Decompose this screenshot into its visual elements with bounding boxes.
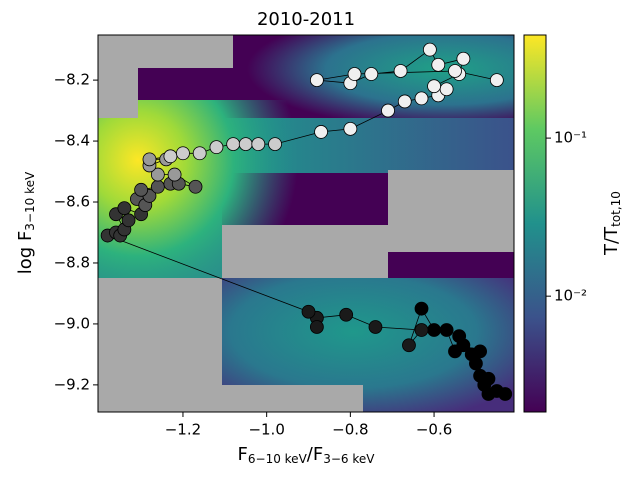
data-point (364, 67, 379, 81)
data-point (414, 91, 429, 106)
y-tick-label: −8.8 (54, 253, 90, 271)
data-point (452, 329, 467, 344)
x-tick-label: −0.8 (332, 421, 368, 439)
data-point (422, 42, 437, 57)
data-point (414, 301, 429, 316)
y-tick-label: −8.6 (54, 193, 90, 211)
data-point (473, 344, 488, 359)
data-point (268, 137, 282, 152)
data-point (431, 57, 446, 72)
x-label-part: /F (307, 444, 323, 465)
data-point (314, 125, 328, 139)
data-point (167, 167, 182, 182)
data-point (414, 323, 429, 337)
y-tick-label: −8.2 (54, 71, 90, 89)
x-label-part: F (238, 444, 248, 465)
y-label-part: 3−10 keV (23, 171, 37, 231)
data-point (309, 320, 324, 334)
colorbar-label-part: T/T (601, 226, 622, 256)
data-point (150, 179, 165, 194)
data-point (481, 371, 496, 386)
data-point (489, 384, 504, 398)
data-point (192, 146, 207, 161)
data-point (121, 213, 136, 228)
data-point (176, 146, 190, 161)
data-point (251, 137, 266, 152)
data-point (238, 137, 253, 152)
data-point (301, 304, 316, 319)
y-axis-label: log F3−10 keV (15, 171, 37, 274)
colorbar-tick-label: 10⁻¹ (554, 129, 587, 147)
data-point (163, 149, 178, 164)
data-point (427, 323, 441, 337)
data-point (393, 64, 408, 78)
data-point (397, 94, 412, 109)
x-tick-label: −0.6 (416, 421, 452, 439)
data-point (226, 137, 241, 152)
x-axis-label: F6−10 keV/F3−6 keV (238, 444, 376, 466)
data-point (448, 344, 462, 359)
colorbar (523, 34, 547, 413)
y-tick-label: −9.2 (54, 375, 90, 393)
data-point (343, 121, 358, 136)
data-point (142, 152, 157, 167)
chart-title: 2010-2011 (257, 9, 355, 30)
x-tick-label: −1.0 (248, 421, 284, 439)
data-point (402, 338, 416, 353)
data-point (439, 323, 454, 337)
data-point (188, 179, 203, 194)
data-point (427, 79, 441, 94)
data-point (381, 103, 395, 118)
data-point (209, 140, 224, 155)
data-point (134, 182, 149, 197)
data-point (456, 51, 471, 66)
data-point (117, 201, 132, 216)
data-point (309, 73, 324, 88)
x-label-part: 6−10 keV (248, 452, 308, 466)
y-tick-label: −9.0 (54, 314, 90, 332)
x-tick-label: −1.2 (165, 421, 201, 439)
plot-frame (97, 34, 515, 413)
data-point (368, 320, 383, 334)
data-point (448, 64, 462, 78)
data-point (347, 67, 362, 81)
data-point (150, 167, 165, 182)
y-tick-label: −8.4 (54, 132, 90, 150)
data-point (489, 73, 504, 88)
data-point (339, 307, 354, 322)
colorbar-tick-label: 10⁻² (554, 287, 587, 305)
data-point (439, 82, 454, 97)
colorbar-label: T/Ttot,10 (601, 191, 623, 256)
colorbar-label-part: tot,10 (609, 191, 623, 227)
y-label-part: log F (15, 231, 36, 275)
x-label-part: 3−6 keV (323, 452, 375, 466)
